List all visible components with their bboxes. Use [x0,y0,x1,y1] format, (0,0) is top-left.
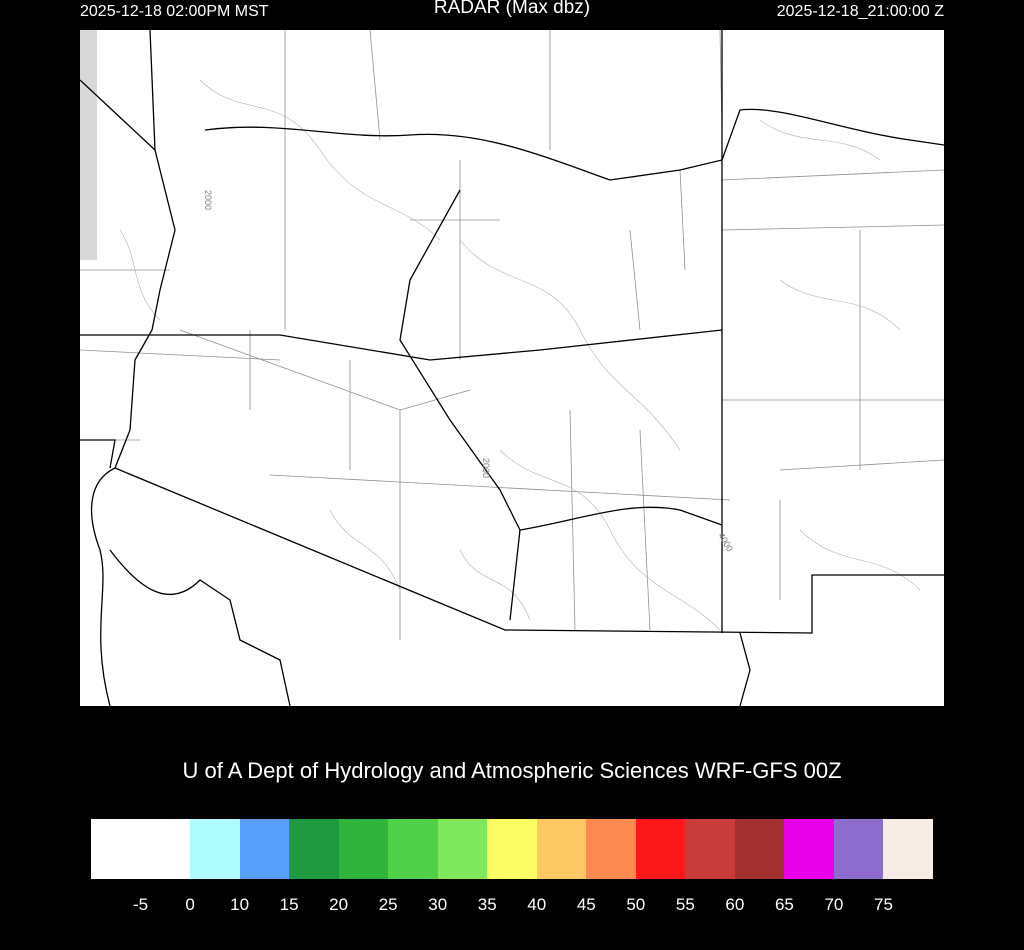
colorbar-swatch [883,819,933,879]
radar-shading [80,30,97,260]
colorbar-label: 45 [576,895,596,914]
contour-label: 2000 [203,190,213,210]
contour-label: 2000 [481,458,491,478]
colorbar-label: 20 [329,895,349,914]
colorbar-swatch [388,819,438,879]
colorbar-label: 15 [279,895,299,914]
colorbar-label: 55 [675,895,695,914]
colorbar-swatch [437,819,488,879]
colorbar-swatch [685,819,735,879]
colorbar-swatch [635,819,686,879]
map-basemap: 2000 2000 4000 [79,29,945,707]
county-lines [79,29,945,640]
colorbar-swatch [289,819,339,879]
colorbar-label: 10 [230,895,250,914]
radar-map: 2000 2000 4000 [79,29,945,707]
colorbar-label: 25 [378,895,398,914]
colorbar-label: 60 [725,895,745,914]
colorbar-swatch [586,819,636,879]
colorbar-swatch [536,819,587,879]
credit-text: U of A Dept of Hydrology and Atmospheric… [182,758,842,783]
colorbar-swatch [239,819,290,879]
terrain-contours [119,79,921,631]
colorbar-label: 40 [527,895,547,914]
colorbar-swatch [734,819,785,879]
colorbar-label: 0 [185,895,195,914]
colorbar-label: -5 [132,895,149,914]
colorbar-label: 30 [428,895,448,914]
colorbar-swatch [833,819,884,879]
utc-time: 2025-12-18_21:00:00 Z [776,3,944,20]
colorbar-swatch [190,819,240,879]
colorbar-swatch [487,819,537,879]
colorbar-label: 75 [874,895,893,914]
colorbar-label: 35 [477,895,497,914]
local-time: 2025-12-18 02:00PM MST [80,3,269,20]
colorbar-label: 50 [626,895,646,914]
colorbar-label: 70 [824,895,844,914]
contour-label: 4000 [716,531,735,553]
colorbar-swatch [784,819,834,879]
state-borders [79,29,945,707]
colorbar [91,819,933,879]
colorbar-label: 65 [774,895,794,914]
colorbar-swatch [91,819,191,879]
colorbar-swatch [338,819,389,879]
map-title: RADAR (Max dbz) [433,0,591,18]
